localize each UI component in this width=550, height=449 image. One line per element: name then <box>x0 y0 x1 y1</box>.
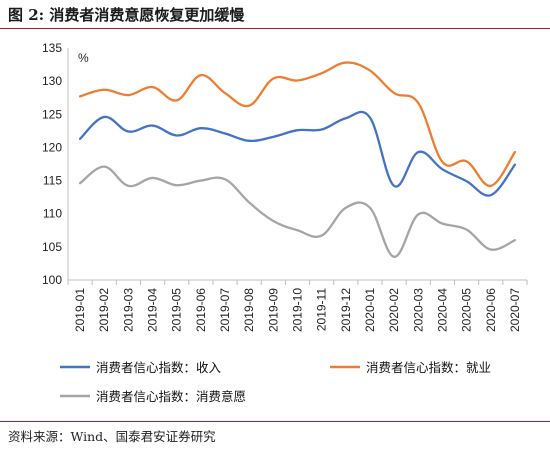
chart-title: 图 2: 消费者消费意愿恢复更加缓慢 <box>8 6 245 24</box>
y-axis-unit-label: % <box>78 51 89 65</box>
series-lines <box>78 61 517 258</box>
series-line-1 <box>78 61 517 188</box>
series-line-2 <box>78 165 517 258</box>
x-tick-label: 2019-11 <box>315 288 329 331</box>
series-line-0 <box>78 110 517 197</box>
x-tick-label: 2019-10 <box>291 288 305 332</box>
chart-axes <box>67 48 528 285</box>
y-tick-label: 135 <box>42 41 62 55</box>
y-tick-labels: 100 105 110 115 120 125 130 135 <box>42 41 62 287</box>
y-tick-label: 100 <box>42 273 62 287</box>
x-tick-label: 2020-05 <box>460 288 474 332</box>
line-chart: 2019-01 2019-02 2019-03 2019-04 2019-05 2019-… <box>42 41 528 404</box>
x-tick-label: 2019-08 <box>242 288 256 332</box>
x-tick-label: 2019-12 <box>339 288 353 332</box>
x-tick-label: 2019-06 <box>194 288 208 332</box>
x-tick-label: 2020-02 <box>387 288 401 332</box>
y-tick-label: 130 <box>42 74 62 88</box>
legend-label: 消费者信心指数：收入 <box>96 360 222 375</box>
y-tick-label: 125 <box>42 107 62 121</box>
legend-label: 消费者信心指数：就业 <box>366 360 491 375</box>
bottom-rule <box>0 421 550 422</box>
x-tick-labels: 2019-01 2019-02 2019-03 2019-04 2019-05 2019-… <box>73 288 522 332</box>
source-note: 资料来源：Wind、国泰君安证券研究 <box>8 429 216 444</box>
x-tick-label: 2019-05 <box>170 288 184 332</box>
x-tick-label: 2020-07 <box>508 288 522 332</box>
x-tick-label: 2020-04 <box>435 288 449 332</box>
x-tick-label: 2019-01 <box>73 288 87 332</box>
x-tick-label: 2020-03 <box>411 288 425 332</box>
x-tick-label: 2019-02 <box>97 288 111 332</box>
x-tick-label: 2019-03 <box>121 288 135 332</box>
y-tick-label: 110 <box>43 207 62 221</box>
x-tick-label: 2020-06 <box>484 288 498 332</box>
y-tick-label: 115 <box>43 174 62 188</box>
x-tick-label: 2019-04 <box>146 288 160 332</box>
x-tick-label: 2020-01 <box>363 288 377 332</box>
x-tick-label: 2019-07 <box>218 288 232 332</box>
top-rule <box>0 28 550 29</box>
y-tick-label: 120 <box>42 140 62 154</box>
x-tick-label: 2019-09 <box>266 288 280 332</box>
legend-label: 消费者信心指数：消费意愿 <box>96 389 246 404</box>
y-tick-label: 105 <box>42 240 62 254</box>
